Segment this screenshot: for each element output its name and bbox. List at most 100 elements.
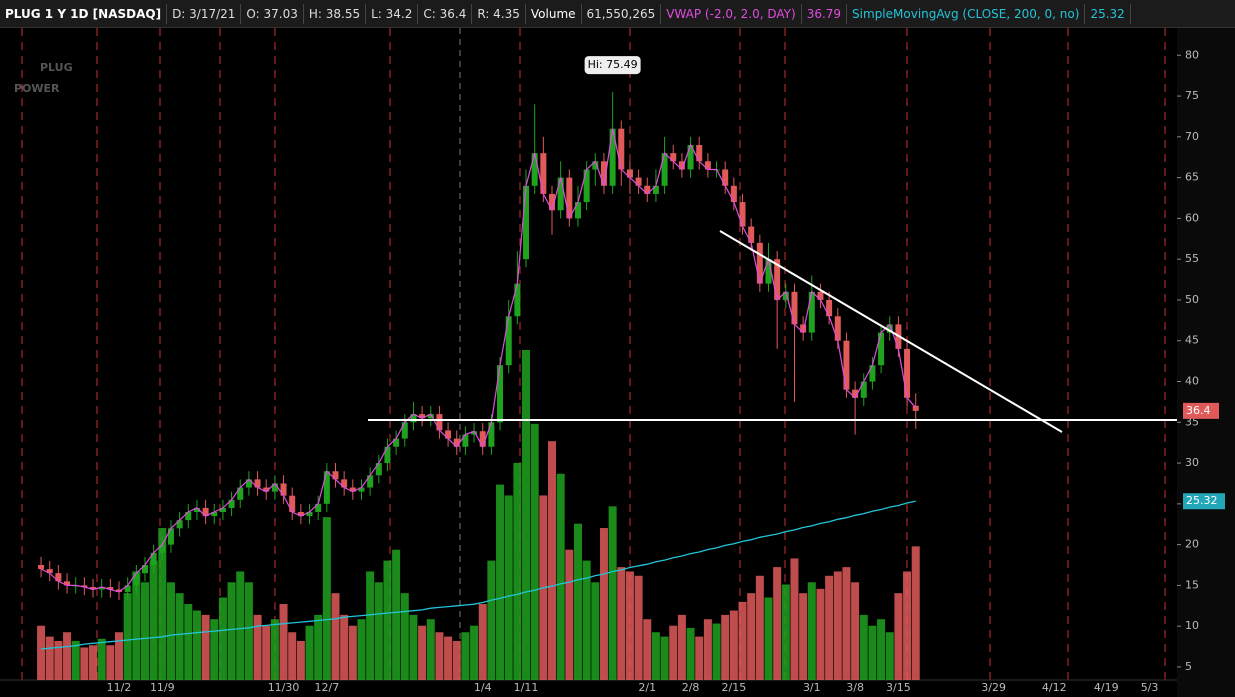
x-tick-label: 1/11 — [514, 681, 539, 694]
candle-body — [574, 202, 581, 219]
volume-bar — [106, 645, 115, 680]
candle-body — [843, 340, 850, 390]
candle-body — [774, 259, 781, 300]
volume-bar — [773, 567, 782, 680]
candle-body — [116, 589, 122, 592]
candle-body — [549, 193, 555, 211]
volume-bar — [807, 582, 816, 680]
field: O: 37.03 — [241, 3, 304, 24]
chart: PLUGPOWER5101520253035404550556065707580… — [0, 28, 1235, 697]
volume-bar — [296, 640, 305, 680]
candle-body — [566, 177, 573, 219]
volume-bar — [851, 582, 860, 680]
candle-body — [341, 479, 348, 488]
candle-body — [514, 283, 521, 317]
sma-line — [41, 500, 916, 650]
candle-body — [64, 581, 71, 586]
volume-label: Volume — [526, 3, 582, 24]
y-tick-label: 30 — [1185, 456, 1199, 469]
candle-body — [124, 585, 131, 592]
x-tick-label: 3/15 — [886, 681, 911, 694]
volume-bar — [470, 625, 479, 680]
volume-bar — [392, 549, 401, 680]
x-tick-label: 4/12 — [1042, 681, 1067, 694]
candle-body — [237, 487, 244, 500]
candle-body — [878, 332, 885, 366]
volume-bar — [166, 582, 175, 680]
candle-body — [176, 520, 183, 529]
volume-bar — [236, 571, 245, 680]
volume-bar — [409, 614, 418, 680]
volume-bar — [37, 625, 46, 680]
candle-body — [462, 434, 469, 447]
candle-body — [280, 483, 287, 496]
field: H: 38.55 — [304, 3, 367, 24]
volume-bar — [764, 597, 773, 680]
volume-bar — [418, 625, 427, 680]
y-tick-label: 65 — [1185, 171, 1199, 184]
x-tick-label: 3/8 — [846, 681, 864, 694]
volume-bar — [331, 593, 340, 680]
volume-bar — [911, 546, 920, 680]
candle-body — [263, 487, 270, 492]
candle-body — [618, 128, 625, 170]
candle-body — [141, 565, 148, 574]
candle-body — [453, 438, 460, 447]
volume-bar — [201, 614, 210, 680]
volume-bar — [452, 640, 461, 680]
volume-bar — [357, 619, 366, 680]
candle-body — [722, 169, 729, 186]
candle-body — [592, 161, 599, 170]
candle-body — [323, 471, 330, 504]
volume-bar — [45, 636, 54, 680]
candle-body — [540, 153, 547, 194]
y-tick-label: 60 — [1185, 211, 1199, 224]
y-tick-label: 70 — [1185, 130, 1199, 143]
volume-bar — [868, 625, 877, 680]
volume-bar — [703, 619, 712, 680]
candle-body — [98, 587, 105, 590]
y-tick-label: 20 — [1185, 538, 1199, 551]
volume-bar — [89, 645, 98, 680]
volume-bar — [461, 632, 470, 680]
candle-body — [748, 226, 755, 243]
x-tick-label: 2/1 — [638, 681, 656, 694]
volume-bar — [140, 582, 149, 680]
symbol[interactable]: PLUG 1 Y 1D [NASDAQ] — [0, 3, 168, 24]
annotation: Hi: 75.49 — [588, 58, 638, 71]
candle-body — [436, 414, 443, 431]
candle-body — [704, 161, 711, 170]
vwap-label[interactable]: VWAP (-2.0, 2.0, DAY) — [661, 3, 802, 24]
candle-body — [635, 177, 642, 186]
y-tick-label: 15 — [1185, 578, 1199, 591]
volume-bar — [885, 632, 894, 680]
x-tick-label: 2/15 — [722, 681, 747, 694]
sma-label[interactable]: SimpleMovingAvg (CLOSE, 200, 0, no) — [847, 3, 1086, 24]
candle-body — [419, 414, 426, 419]
volume-bar — [686, 627, 695, 680]
volume-bar — [548, 441, 556, 680]
volume-bar — [582, 560, 591, 680]
volume-bar — [660, 636, 669, 680]
volume-bar — [244, 582, 253, 680]
volume-bar — [340, 614, 349, 680]
volume-bar — [651, 632, 660, 680]
volume-bar — [755, 575, 764, 680]
x-tick-label: 1/4 — [474, 681, 492, 694]
period-dividers — [21, 28, 1166, 680]
x-tick-label: 11/9 — [150, 681, 175, 694]
candle-body — [254, 479, 261, 488]
volume-bar — [799, 593, 808, 680]
candle-body — [834, 316, 841, 341]
candle-body — [531, 153, 538, 186]
volume-bar — [573, 523, 582, 680]
volume-bar — [305, 625, 314, 680]
header-bar: PLUG 1 Y 1D [NASDAQ] D: 3/17/21 O: 37.03… — [0, 0, 1235, 28]
candle-body — [826, 299, 833, 317]
candle-body — [644, 185, 651, 194]
candle-body — [358, 487, 365, 492]
volume-bar — [54, 640, 63, 680]
volume-bar — [712, 623, 721, 680]
candle-body — [211, 511, 218, 517]
field: C: 36.4 — [418, 3, 473, 24]
